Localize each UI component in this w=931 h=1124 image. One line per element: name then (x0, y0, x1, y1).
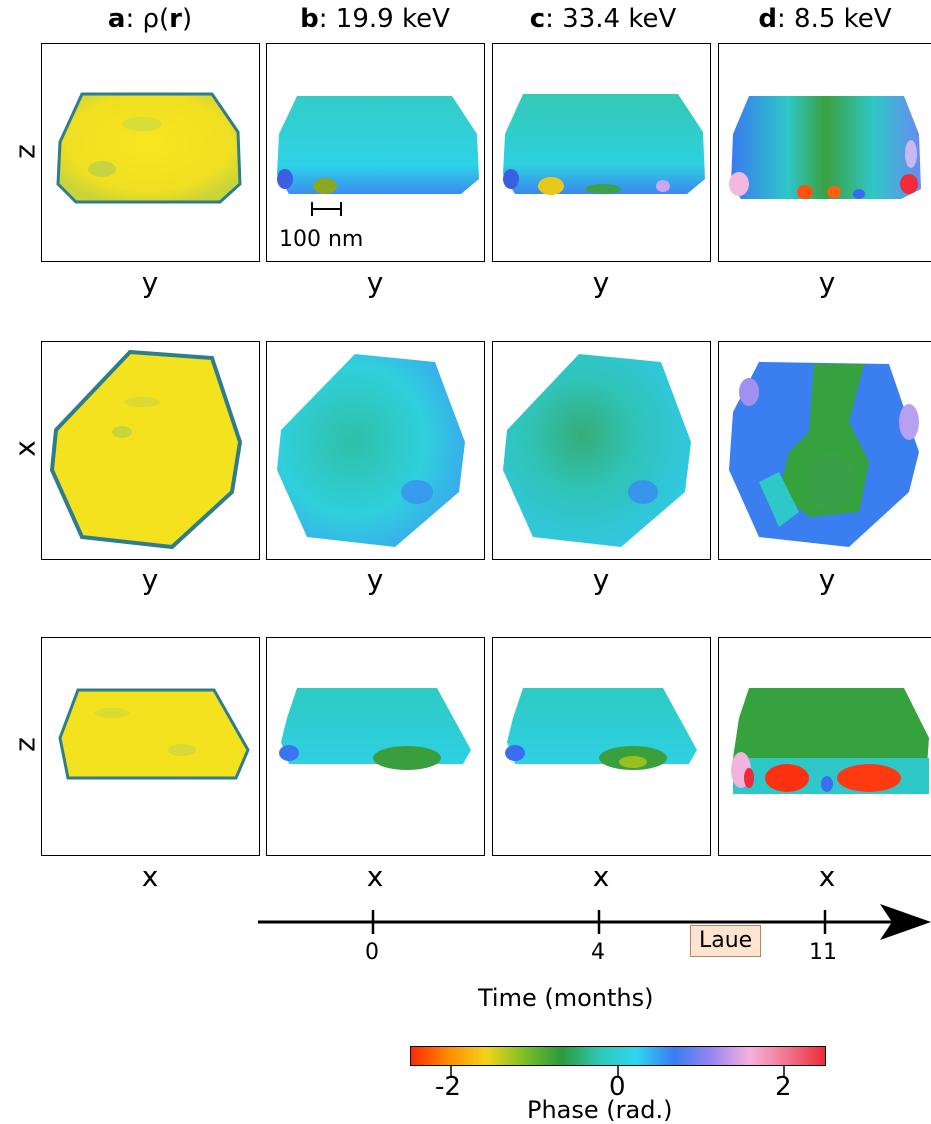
column-title-d: d: 8.5 keV (758, 4, 892, 34)
panel-d-xy (718, 341, 931, 560)
row3-axis-c: x (592, 860, 610, 893)
timeline-tick-label-4: 4 (591, 940, 605, 965)
row2-axis-b: y (366, 563, 384, 596)
timeline-tick-label-0: 0 (365, 940, 379, 965)
row1-axis-d: y (818, 266, 836, 299)
panel-c-xy (492, 341, 711, 560)
row2-axis-a: y (141, 563, 159, 596)
timeline-tick-label-11: 11 (809, 940, 837, 965)
row1-axis-b: y (366, 266, 384, 299)
row2-axis-d: y (818, 563, 836, 596)
colorbar-ticks (450, 1066, 785, 1076)
row2-axis-c: y (592, 563, 610, 596)
row3-axis-b: x (366, 860, 384, 893)
panel-a-zy (41, 43, 260, 262)
scalebar-label: 100 nm (279, 227, 364, 252)
panel-c-zx (492, 637, 711, 856)
panel-c-zy (492, 43, 711, 262)
timeline-axis (258, 904, 931, 940)
colorbar-tick-label-0: 0 (609, 1072, 626, 1102)
row3-left-axis: z (8, 737, 42, 752)
column-title-a: a: ρ(r) (107, 4, 193, 34)
column-title-b: b: 19.9 keV (300, 4, 450, 34)
row2-left-axis: x (8, 440, 42, 457)
colorbar-tick-label-neg2: -2 (435, 1072, 461, 1102)
panel-d-zy (718, 43, 931, 262)
colorbar (410, 1046, 826, 1066)
panel-b-zx (266, 637, 485, 856)
laue-event-badge: Laue (690, 925, 762, 957)
colorbar-title: Phase (rad.) (527, 1096, 673, 1124)
panel-a-zx (41, 637, 260, 856)
column-title-c: c: 33.4 keV (529, 4, 677, 34)
row1-axis-a: y (141, 266, 159, 299)
panel-a-xy (41, 341, 260, 560)
timeline-title: Time (months) (478, 984, 654, 1012)
panel-b-zy: 100 nm (266, 43, 485, 262)
row3-axis-d: x (818, 860, 836, 893)
row3-axis-a: x (141, 860, 159, 893)
colorbar-tick-label-2: 2 (775, 1072, 792, 1102)
panel-b-xy (266, 341, 485, 560)
row1-axis-c: y (592, 266, 610, 299)
row1-left-axis: z (8, 144, 42, 159)
panel-d-zx (718, 637, 931, 856)
